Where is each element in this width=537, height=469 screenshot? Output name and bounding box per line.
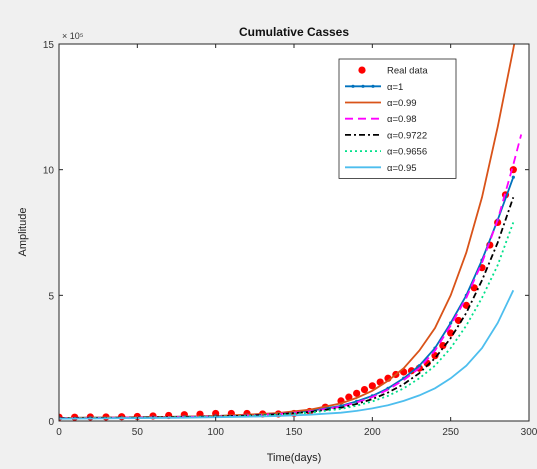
y-axis-exponent: × 10⁵ <box>62 31 84 41</box>
y-tick-label: 5 <box>48 291 54 302</box>
x-tick-label: 150 <box>286 427 303 438</box>
x-tick-label: 50 <box>132 427 144 438</box>
series-marker <box>449 321 452 324</box>
x-tick-label: 100 <box>207 427 224 438</box>
legend-label-0: α=1 <box>387 82 403 93</box>
legend: Real data α=1 α=0.99 α=0.98 α=0.9722 α=0.9656… <box>339 59 456 178</box>
chart-title: Cumulative Casses <box>239 25 349 39</box>
series-marker <box>512 176 515 179</box>
legend-marker <box>361 85 364 88</box>
real-data-point <box>361 386 368 393</box>
x-tick-label: 250 <box>442 427 459 438</box>
y-tick-label: 0 <box>48 417 54 428</box>
legend-marker <box>351 85 354 88</box>
legend-label-4: α=0.9656 <box>387 147 427 158</box>
x-tick-label: 300 <box>521 427 537 438</box>
x-tick-label: 200 <box>364 427 381 438</box>
legend-swatch-real-data <box>358 67 365 74</box>
y-tick-label: 10 <box>43 166 55 177</box>
legend-label-5: α=0.95 <box>387 163 417 174</box>
x-axis-label: Time(days) <box>267 452 322 464</box>
legend-label-1: α=0.99 <box>387 98 417 109</box>
legend-label-real-data: Real data <box>387 66 428 77</box>
y-tick-label: 15 <box>43 40 55 51</box>
legend-marker <box>371 85 374 88</box>
legend-label-3: α=0.9722 <box>387 130 427 141</box>
x-tick-label: 0 <box>56 427 62 438</box>
y-axis-label: Amplitude <box>17 208 29 257</box>
plot-area <box>59 44 529 421</box>
legend-label-2: α=0.98 <box>387 114 417 125</box>
